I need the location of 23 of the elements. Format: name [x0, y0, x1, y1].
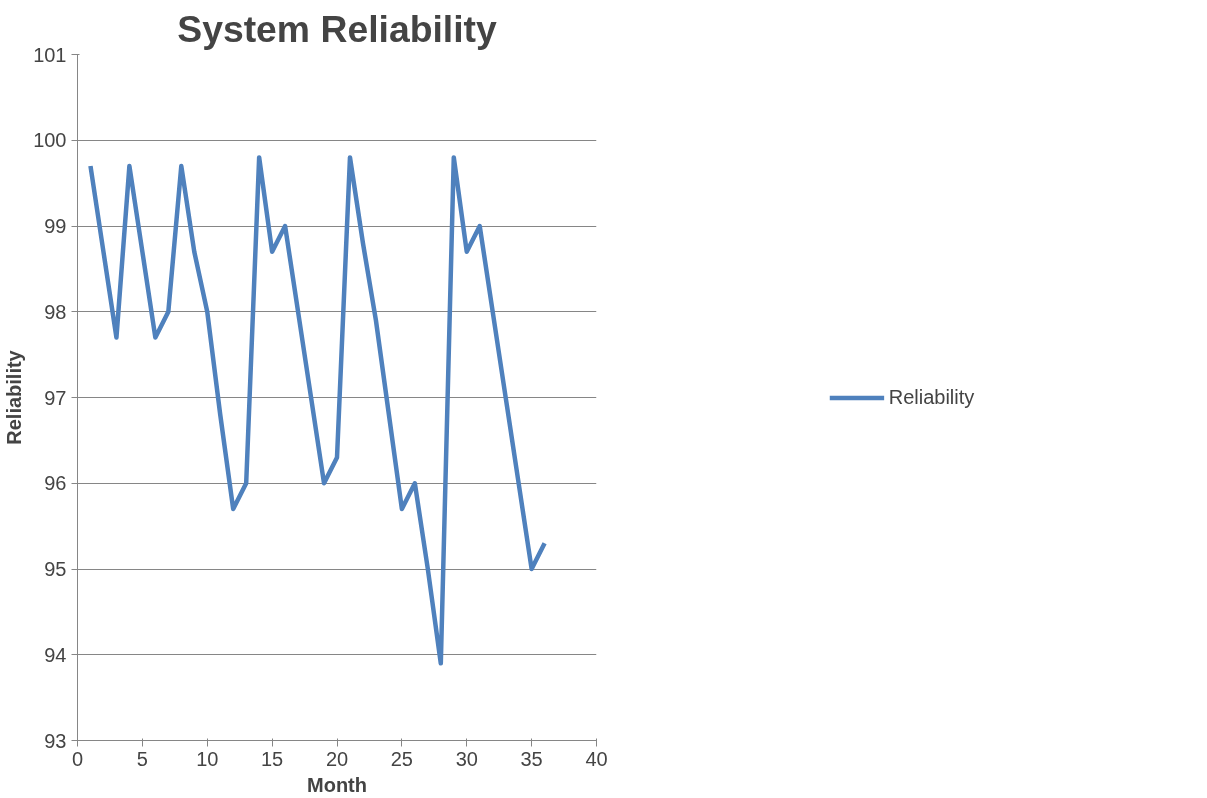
x-tick-label: 10	[196, 747, 219, 770]
x-tick-label: 15	[261, 747, 284, 770]
x-tick-label: 30	[455, 747, 478, 770]
x-tick-label: 0	[71, 747, 84, 770]
line-series	[88, 155, 547, 666]
y-tick-label: 101	[33, 43, 67, 66]
x-tick-label: 40	[585, 747, 608, 770]
y-tick-label: 97	[44, 386, 67, 409]
y-tick-label: 100	[33, 129, 67, 152]
y-tick-label: 96	[44, 472, 67, 495]
legend-label: Reliability	[888, 385, 975, 409]
x-tick-label: 35	[520, 747, 543, 770]
y-tick-label: 95	[44, 558, 67, 580]
x-tick-label: 20	[325, 747, 349, 770]
y-tick-label: 99	[44, 215, 67, 237]
chart-title: System Reliability	[177, 7, 497, 50]
x-axis-title: Month	[307, 773, 367, 796]
y-axis-title: Reliability	[3, 349, 26, 445]
y-tick-label: 98	[44, 300, 67, 323]
x-tick-label: 25	[390, 747, 413, 770]
y-tick-label: 94	[44, 643, 67, 666]
y-tick-label: 93	[44, 729, 67, 752]
x-tick-label: 5	[136, 747, 148, 770]
